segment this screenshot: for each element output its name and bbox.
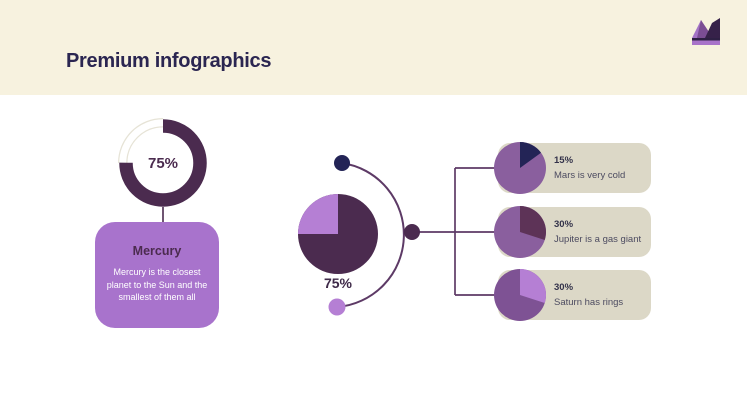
mars-pie-chart xyxy=(494,142,546,194)
mercury-card-title: Mercury xyxy=(132,244,182,258)
donut-value-arc xyxy=(119,119,207,207)
donut-value-label: 75% xyxy=(147,154,179,172)
arc-line xyxy=(336,162,405,308)
saturn-pie-chart xyxy=(494,269,546,321)
info-row-jupiter: 30% Jupiter is a gas giant xyxy=(494,206,654,258)
info-row-mars: 15% Mars is very cold xyxy=(494,142,654,194)
center-pie-chart xyxy=(298,194,378,274)
page-title: Premium infographics xyxy=(66,50,272,72)
slide-header: Premium infographics xyxy=(0,0,747,95)
mars-value: 15% xyxy=(554,155,574,166)
jupiter-pie-chart xyxy=(494,206,546,258)
jupiter-label: Jupiter is a gas giant xyxy=(554,234,642,245)
center-pie-value-label: 75% xyxy=(323,275,353,291)
jupiter-pie-slice xyxy=(520,206,546,241)
center-pie-slice xyxy=(298,194,338,234)
donut-chart: 75% xyxy=(113,113,213,213)
saturn-label: Saturn has rings xyxy=(554,297,624,308)
mercury-card: Mercury Mercury is the closest planet to… xyxy=(95,222,219,328)
saturn-pie-slice xyxy=(520,269,546,304)
arc-dot-bottom xyxy=(328,298,346,316)
arc-dot-top xyxy=(334,155,350,171)
saturn-value: 30% xyxy=(554,282,574,293)
mercury-card-body: Mercury is the closest planet to the Sun… xyxy=(106,267,208,303)
arc-dot-middle xyxy=(404,224,420,240)
mars-label: Mars is very cold xyxy=(554,170,626,181)
crown-logo-icon xyxy=(689,14,723,48)
jupiter-value: 30% xyxy=(554,219,574,230)
info-row-saturn: 30% Saturn has rings xyxy=(494,269,654,321)
mars-pie-slice xyxy=(520,142,542,168)
